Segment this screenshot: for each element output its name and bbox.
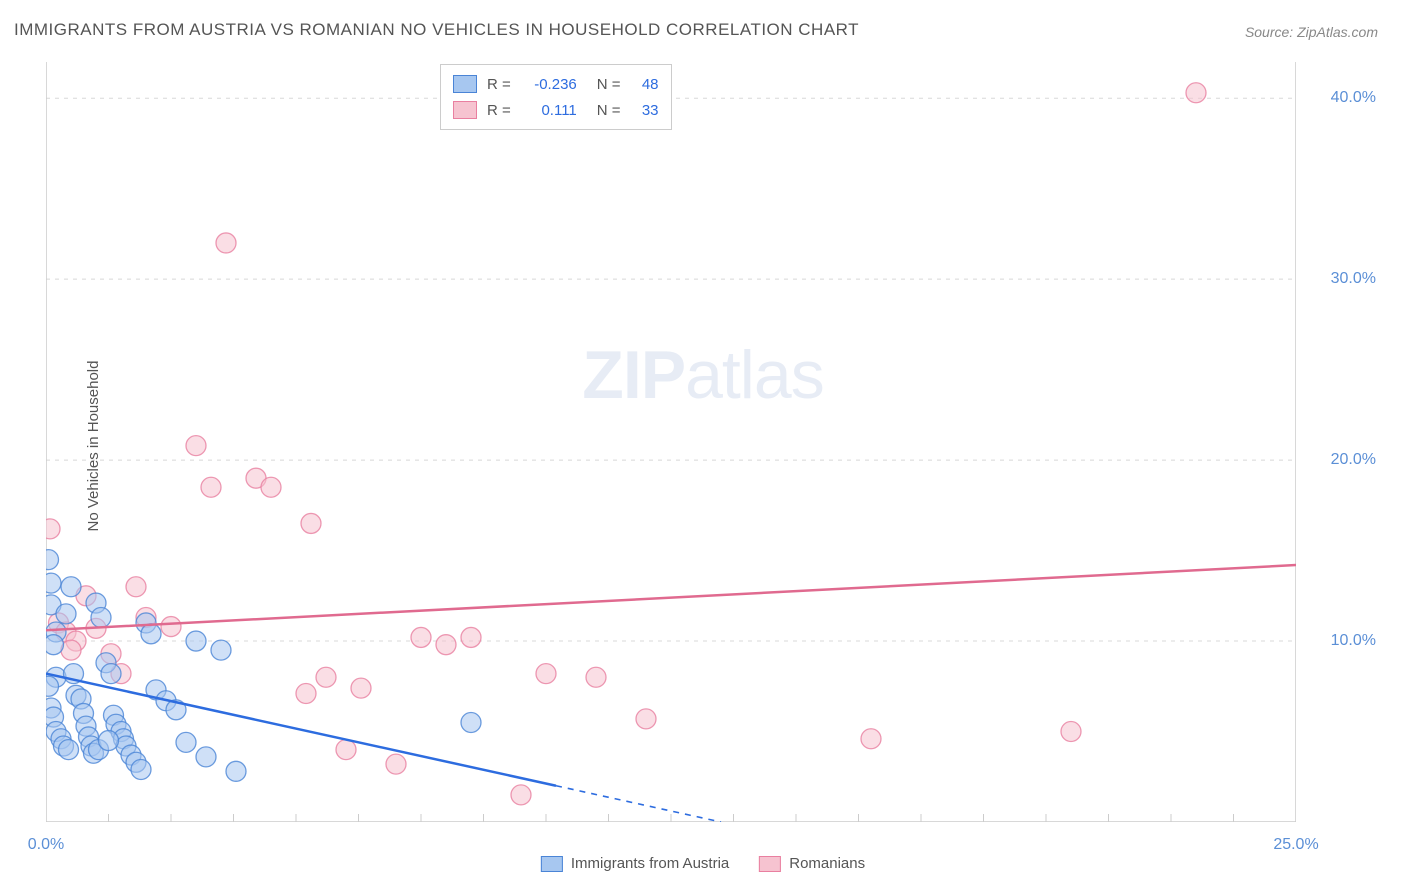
stats-swatch [453, 101, 477, 119]
y-tick-label: 20.0% [1331, 451, 1376, 469]
chart-title: IMMIGRANTS FROM AUSTRIA VS ROMANIAN NO V… [14, 20, 859, 40]
legend-label: Romanians [789, 855, 865, 872]
stats-n-label: N = [597, 76, 621, 93]
series-legend: Immigrants from Austria Romanians [541, 855, 865, 872]
chart-plot-area [46, 62, 1296, 822]
legend-item: Immigrants from Austria [541, 855, 729, 872]
stats-r-value: 0.111 [521, 102, 577, 119]
correlation-stats-legend: R = -0.236 N = 48 R = 0.111 N = 33 [440, 64, 672, 130]
stats-n-value: 48 [631, 76, 659, 93]
stats-r-label: R = [487, 102, 511, 119]
source-name: ZipAtlas.com [1297, 24, 1378, 40]
source-prefix: Source: [1245, 24, 1297, 40]
y-tick-label: 10.0% [1331, 632, 1376, 650]
source-credit: Source: ZipAtlas.com [1245, 24, 1378, 40]
legend-swatch [541, 856, 563, 872]
legend-label: Immigrants from Austria [571, 855, 729, 872]
y-tick-label: 40.0% [1331, 89, 1376, 107]
chart-svg [46, 62, 1296, 822]
legend-swatch [759, 856, 781, 872]
x-tick-label: 0.0% [28, 836, 64, 854]
legend-item: Romanians [759, 855, 865, 872]
stats-row: R = -0.236 N = 48 [453, 71, 659, 97]
stats-swatch [453, 75, 477, 93]
x-tick-label: 25.0% [1273, 836, 1318, 854]
y-tick-label: 30.0% [1331, 270, 1376, 288]
stats-row: R = 0.111 N = 33 [453, 97, 659, 123]
stats-n-value: 33 [631, 102, 659, 119]
stats-n-label: N = [597, 102, 621, 119]
stats-r-label: R = [487, 76, 511, 93]
stats-r-value: -0.236 [521, 76, 577, 93]
